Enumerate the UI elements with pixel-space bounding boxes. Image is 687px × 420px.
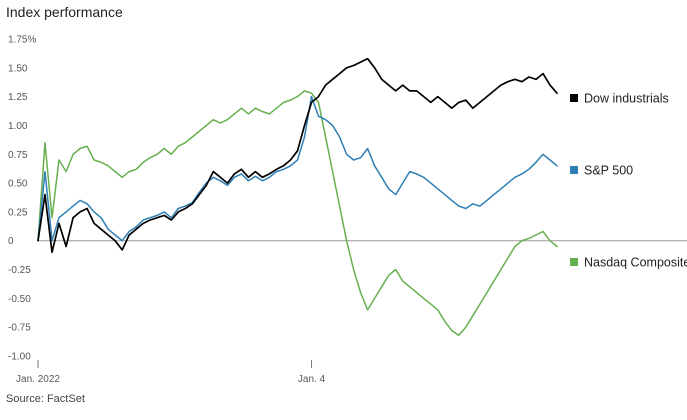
y-tick-label: -0.50 [8,294,31,305]
chart-title: Index performance [6,4,123,20]
y-tick-label: 0.50 [8,179,28,190]
legend-swatch-s-p-500 [570,166,578,174]
y-tick-label: -0.25 [8,265,31,276]
legend-label-dow-industrials: Dow industrials [584,92,669,106]
y-tick-label: 1.25 [8,92,28,103]
y-tick-label: 1.50 [8,63,28,74]
y-tick-label: 1.75% [8,35,36,46]
y-tick-label: 1.00 [8,121,28,132]
series-line-nasdaq-composite [37,90,558,337]
y-tick-label: 0.25 [8,207,28,218]
series-line-dow-industrials [37,57,558,254]
legend-swatch-dow-industrials [570,94,578,102]
y-tick-label: 0 [8,236,14,247]
x-tick-label: Jan. 2022 [16,374,60,385]
series-group [37,57,558,337]
x-axis: Jan. 2022 Jan. 4 [16,360,326,385]
x-tick-label: Jan. 4 [298,374,326,385]
legend: Dow industrials S&P 500 Nasdaq Composite [570,92,687,270]
y-tick-label: -0.75 [8,323,31,334]
legend-swatch-nasdaq-composite [570,258,578,266]
legend-label-s-p-500: S&P 500 [584,164,633,178]
y-axis-ticks: 1.75% 1.50 1.25 1.00 0.75 0.50 0.25 0 -0.25 -0.50… [8,35,36,363]
chart-source: Source: FactSet [6,393,85,405]
y-tick-label: 0.75 [8,150,28,161]
y-tick-label: -1.00 [8,352,31,363]
legend-label-nasdaq-composite: Nasdaq Composite [584,256,687,270]
series-line-s-p-500 [37,95,558,242]
